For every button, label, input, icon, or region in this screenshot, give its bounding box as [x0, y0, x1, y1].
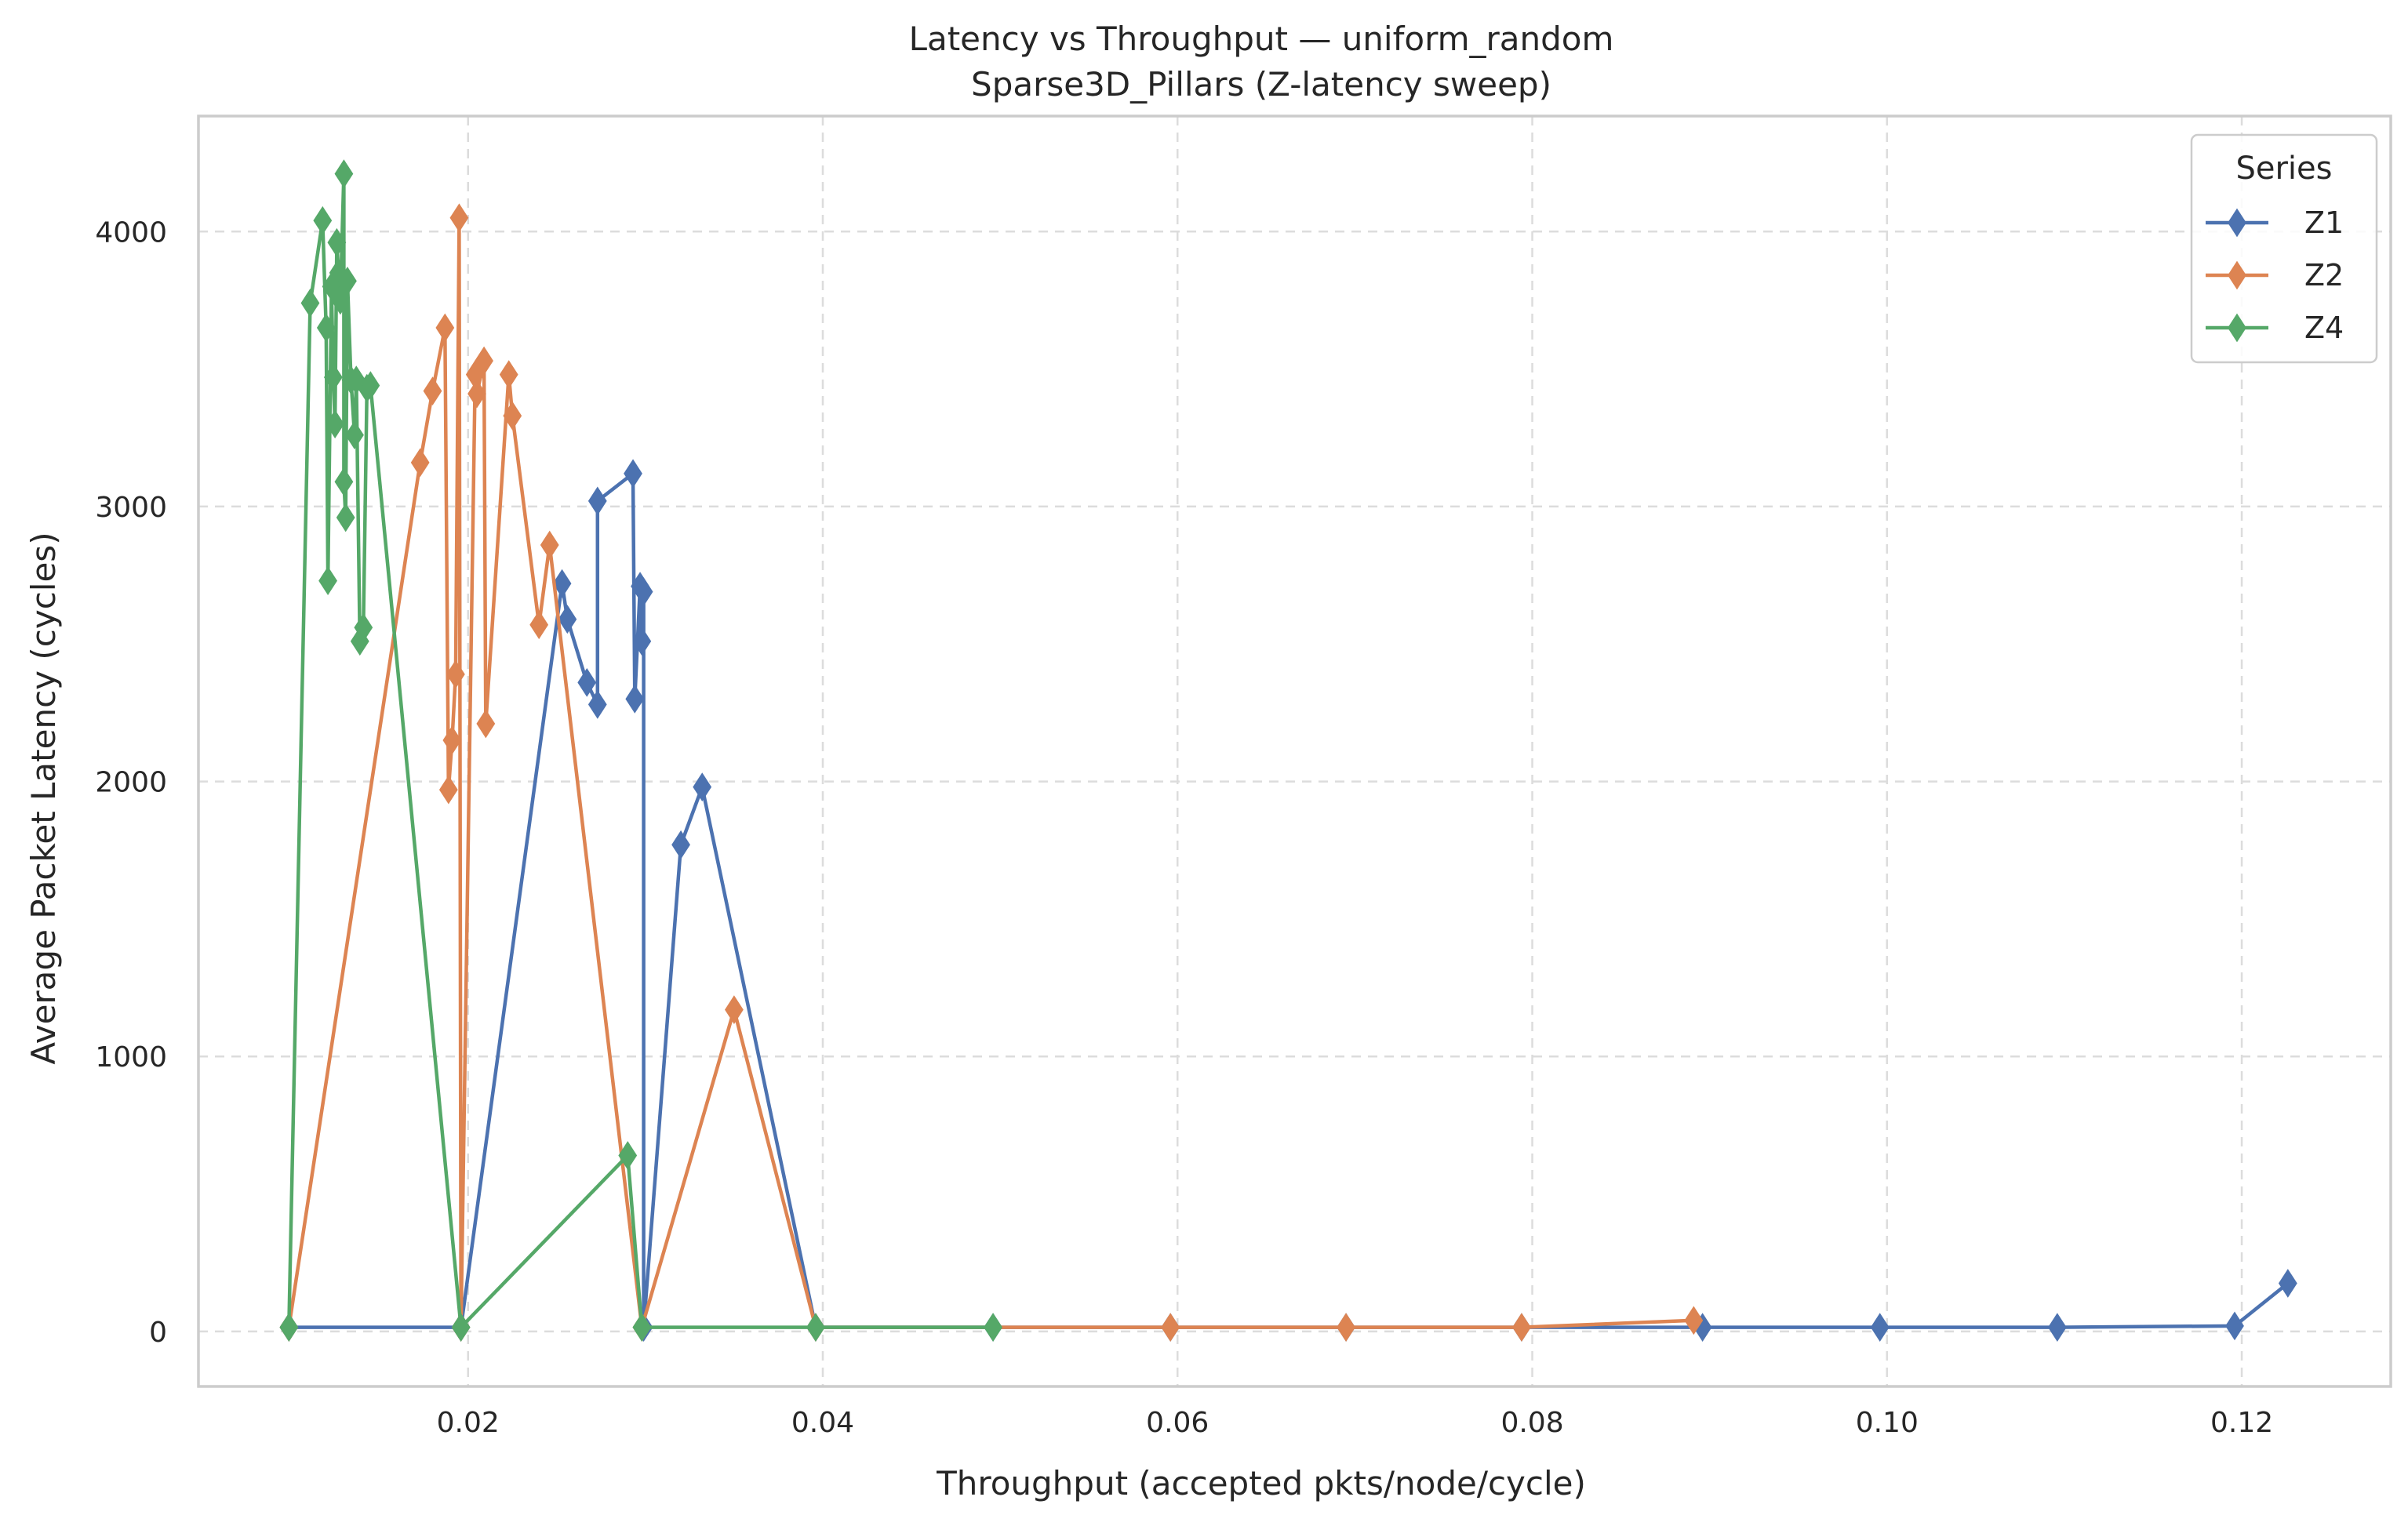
data-point — [410, 448, 430, 478]
data-point — [279, 1313, 299, 1342]
data-point — [467, 379, 486, 409]
data-point — [625, 684, 645, 714]
data-point — [503, 401, 522, 431]
data-point — [361, 371, 380, 401]
x-tick-label: 0.04 — [791, 1407, 854, 1439]
data-point — [1512, 1313, 1531, 1342]
y-tick-label: 4000 — [95, 216, 167, 249]
data-point — [587, 690, 607, 719]
data-point — [313, 205, 333, 235]
plot-area — [197, 114, 2392, 1388]
data-point — [451, 1313, 471, 1342]
data-point — [323, 362, 343, 392]
x-tick-label: 0.02 — [437, 1407, 500, 1439]
data-point — [1870, 1313, 1890, 1342]
data-point — [338, 267, 357, 296]
legend-item-z1: Z1 — [2206, 205, 2344, 240]
y-tick-label: 2000 — [95, 767, 167, 799]
legend-items: Z1 Z2 Z4 — [2206, 205, 2344, 345]
legend-item-z2: Z2 — [2206, 258, 2344, 292]
data-point — [632, 1313, 652, 1342]
data-point — [693, 772, 712, 801]
chart-subtitle: Sparse3D_Pillars (Z-latency sweep) — [971, 65, 1551, 104]
legend-label: Z2 — [2304, 258, 2344, 292]
data-point — [587, 486, 607, 516]
data-point — [336, 503, 355, 532]
data-point — [475, 346, 493, 376]
series-z4 — [279, 159, 1002, 1342]
data-point — [671, 830, 690, 859]
data-point — [326, 409, 345, 439]
data-point — [725, 995, 744, 1024]
legend[interactable]: Series Z1 Z2 Z4 — [2190, 133, 2378, 364]
legend-label: Z4 — [2304, 311, 2344, 345]
data-point — [2047, 1313, 2067, 1342]
data-point — [476, 709, 496, 739]
data-point — [423, 376, 442, 406]
data-point — [316, 313, 336, 343]
data-point — [354, 612, 373, 642]
legend-marker — [2228, 260, 2246, 290]
data-point — [529, 610, 549, 640]
data-point — [552, 569, 572, 598]
data-point — [1684, 1306, 1704, 1335]
data-point — [806, 1313, 825, 1342]
data-point — [577, 667, 597, 697]
legend-marker — [2228, 313, 2246, 343]
x-tick-label: 0.10 — [1856, 1407, 1919, 1439]
data-point — [2225, 1311, 2244, 1341]
data-point — [449, 203, 469, 233]
y-tick-label: 1000 — [95, 1041, 167, 1074]
series-layer — [279, 159, 2297, 1342]
data-point — [446, 659, 465, 689]
legend-title: Series — [2235, 151, 2332, 187]
data-point — [300, 289, 320, 318]
data-point — [345, 420, 364, 450]
data-point — [618, 1141, 638, 1170]
data-point — [318, 566, 337, 595]
data-point — [331, 285, 350, 315]
x-axis-ticks: 0.02 0.04 0.06 0.08 0.10 0.12 — [437, 1407, 2273, 1439]
data-point — [442, 725, 462, 755]
data-point — [624, 459, 642, 489]
plot-frame — [197, 114, 2392, 1388]
legend-label: Z1 — [2304, 205, 2344, 240]
data-point — [984, 1313, 1002, 1342]
y-tick-label: 3000 — [95, 492, 167, 524]
gridlines — [198, 116, 2391, 1386]
data-point — [334, 467, 354, 496]
data-point — [540, 530, 559, 560]
y-axis-ticks: 0 1000 2000 3000 4000 — [95, 216, 167, 1349]
data-point — [1337, 1313, 1355, 1342]
x-tick-label: 0.12 — [2210, 1407, 2273, 1439]
data-point — [499, 360, 518, 389]
x-tick-label: 0.08 — [1500, 1407, 1563, 1439]
data-point — [1161, 1313, 1180, 1342]
legend-marker — [2228, 208, 2246, 238]
x-tick-label: 0.06 — [1146, 1407, 1209, 1439]
data-point — [435, 313, 455, 343]
legend-box — [2190, 133, 2378, 364]
data-point — [632, 627, 652, 656]
data-point — [327, 227, 347, 257]
data-point — [438, 775, 458, 805]
x-axis-label: Throughput (accepted pkts/node/cycle) — [936, 1464, 1586, 1502]
data-point — [2278, 1269, 2297, 1298]
y-tick-label: 0 — [149, 1317, 167, 1349]
y-axis-label: Average Packet Latency (cycles) — [24, 532, 63, 1064]
data-point — [634, 577, 653, 607]
data-point — [558, 605, 577, 634]
data-point — [334, 159, 354, 189]
chart-title: Latency vs Throughput — uniform_random — [909, 20, 1614, 58]
legend-item-z4: Z4 — [2206, 311, 2344, 345]
